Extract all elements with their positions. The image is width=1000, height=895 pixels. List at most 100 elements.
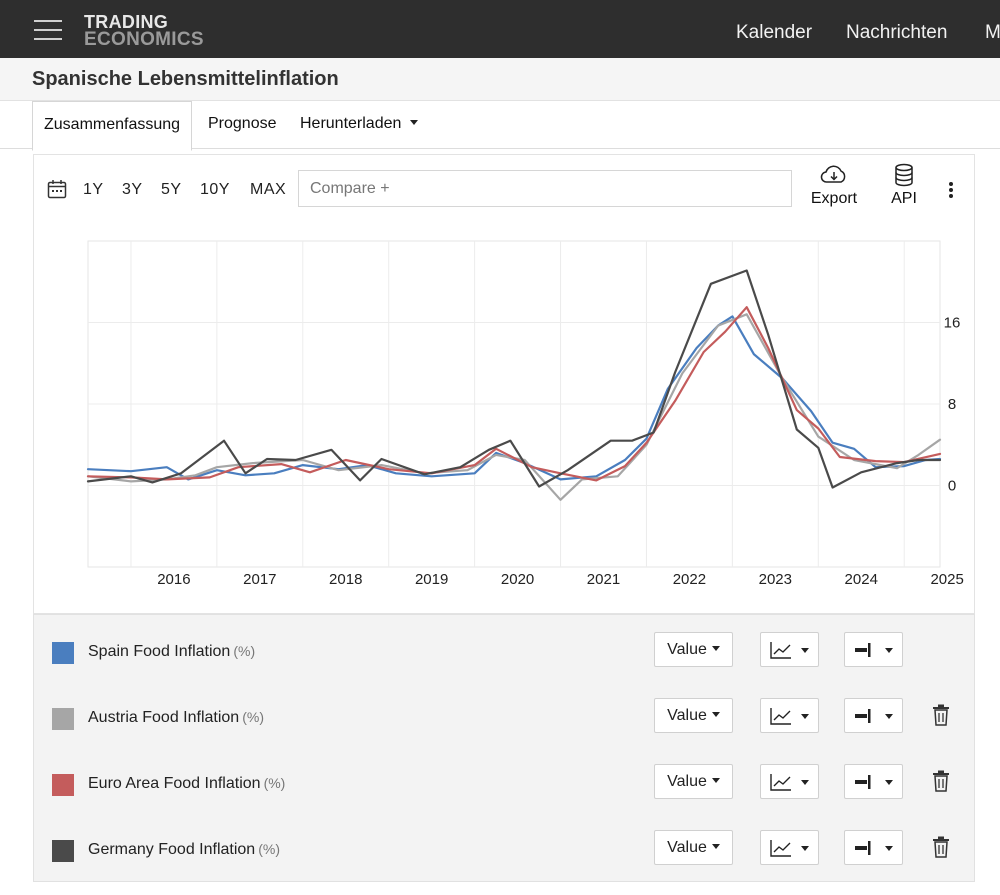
chart-panel: 1Y 3Y 5Y 10Y MAX Export API 2016 2017 2018… xyxy=(33,154,975,614)
chart-type-dropdown[interactable] xyxy=(760,632,819,667)
chevron-down-icon xyxy=(711,778,720,783)
tab-forecast[interactable]: Prognose xyxy=(208,115,277,132)
range-max[interactable]: MAX xyxy=(250,181,287,198)
chevron-down-icon xyxy=(801,648,809,653)
trash-icon[interactable] xyxy=(932,704,950,726)
tab-download-label: Herunterladen xyxy=(300,115,402,132)
tab-download[interactable]: Herunterladen xyxy=(289,101,429,149)
value-dropdown[interactable]: Value xyxy=(654,698,733,733)
range-5y[interactable]: 5Y xyxy=(161,181,182,198)
series-unit: (%) xyxy=(242,709,264,725)
axis-dropdown[interactable] xyxy=(844,764,903,799)
x-tick-label: 2023 xyxy=(759,571,792,588)
series-name: Germany Food Inflation (%) xyxy=(88,841,280,859)
axis-dropdown[interactable] xyxy=(844,698,903,733)
line-chart-icon xyxy=(770,708,791,725)
series-label: Austria Food Inflation xyxy=(88,709,240,726)
logo-line2: ECONOMICS xyxy=(84,29,204,50)
series-color-swatch xyxy=(52,708,74,730)
x-tick-label: 2017 xyxy=(243,571,276,588)
chevron-down-icon xyxy=(885,714,893,719)
trash-icon[interactable] xyxy=(932,836,950,858)
menu-icon[interactable] xyxy=(34,20,62,40)
top-nav-bar: TRADING ECONOMICS Kalender Nachrichten M xyxy=(0,0,1000,58)
series-color-swatch xyxy=(52,642,74,664)
legend-row: Germany Food Inflation (%) Value xyxy=(34,813,976,879)
chevron-down-icon xyxy=(801,714,809,719)
chart-type-dropdown[interactable] xyxy=(760,764,819,799)
database-icon xyxy=(895,163,913,187)
axis-dropdown[interactable] xyxy=(844,830,903,865)
more-options-icon[interactable] xyxy=(944,179,958,201)
series-unit: (%) xyxy=(263,775,286,791)
value-dropdown-label: Value xyxy=(667,773,707,790)
tab-summary[interactable]: Zusammenfassung xyxy=(32,101,193,151)
nav-more[interactable]: M xyxy=(985,22,1000,43)
api-button[interactable]: API xyxy=(886,163,922,208)
series-line-1 xyxy=(86,313,942,501)
legend-row: Euro Area Food Inflation (%) Value xyxy=(34,747,976,813)
x-tick-label: 2024 xyxy=(845,571,878,588)
series-label: Euro Area Food Inflation xyxy=(88,775,261,792)
range-10y[interactable]: 10Y xyxy=(200,181,230,198)
series-line-2 xyxy=(86,306,942,482)
line-chart-icon xyxy=(770,642,791,659)
axis-right-icon xyxy=(855,775,871,789)
chevron-down-icon xyxy=(711,844,720,849)
value-dropdown-label: Value xyxy=(667,641,707,658)
value-dropdown[interactable]: Value xyxy=(654,632,733,667)
series-name: Spain Food Inflation (%) xyxy=(88,643,255,661)
tab-bar: Zusammenfassung Prognose Herunterladen xyxy=(0,101,1000,151)
export-label: Export xyxy=(810,190,858,207)
series-name: Euro Area Food Inflation (%) xyxy=(88,775,285,793)
chevron-down-icon xyxy=(801,780,809,785)
title-bar: Spanische Lebensmittelinflation xyxy=(0,58,1000,101)
series-unit: (%) xyxy=(258,841,280,857)
series-label: Spain Food Inflation xyxy=(88,643,231,660)
chevron-down-icon xyxy=(801,846,809,851)
line-chart-icon xyxy=(770,774,791,791)
x-tick-label: 2021 xyxy=(587,571,620,588)
x-tick-label: 2022 xyxy=(673,571,706,588)
chevron-down-icon xyxy=(711,646,720,651)
nav-calendar[interactable]: Kalender xyxy=(736,22,813,43)
line-chart: 2016 2017 2018 2019 2020 2021 2022 2023 2024 2025… xyxy=(86,240,964,588)
axis-right-icon xyxy=(855,709,871,723)
chevron-down-icon xyxy=(885,846,893,851)
range-3y[interactable]: 3Y xyxy=(122,181,143,198)
y-tick-label: 16 xyxy=(944,315,961,332)
series-unit: (%) xyxy=(233,643,256,659)
calendar-icon[interactable] xyxy=(47,179,67,199)
range-1y[interactable]: 1Y xyxy=(83,181,104,198)
compare-input[interactable] xyxy=(298,170,792,207)
trash-icon[interactable] xyxy=(932,770,950,792)
x-tick-label: 2025 xyxy=(930,571,963,588)
value-dropdown-label: Value xyxy=(667,839,707,856)
chart-type-dropdown[interactable] xyxy=(760,830,819,865)
axis-right-icon xyxy=(855,841,871,855)
chart-type-dropdown[interactable] xyxy=(760,698,819,733)
value-dropdown[interactable]: Value xyxy=(654,764,733,799)
chevron-down-icon xyxy=(885,648,893,653)
y-tick-label: 0 xyxy=(948,478,956,495)
chevron-down-icon xyxy=(711,712,720,717)
line-chart-icon xyxy=(770,840,791,857)
nav-news[interactable]: Nachrichten xyxy=(846,22,948,43)
value-dropdown-label: Value xyxy=(667,707,707,724)
export-button[interactable]: Export xyxy=(806,163,862,208)
x-tick-label: 2016 xyxy=(157,571,190,588)
series-line-0 xyxy=(86,315,942,481)
logo[interactable]: TRADING ECONOMICS xyxy=(84,12,204,50)
logo-line1: TRADING xyxy=(84,12,169,32)
series-color-swatch xyxy=(52,840,74,862)
series-line-3 xyxy=(86,269,942,489)
cloud-download-icon xyxy=(820,165,846,183)
legend-row: Spain Food Inflation (%) Value xyxy=(34,615,976,681)
chevron-down-icon xyxy=(410,120,419,125)
x-tick-label: 2018 xyxy=(329,571,362,588)
series-legend: Spain Food Inflation (%) Value Austria Food… xyxy=(33,614,975,882)
api-label: API xyxy=(891,190,917,207)
value-dropdown[interactable]: Value xyxy=(654,830,733,865)
axis-right-icon xyxy=(855,643,871,657)
axis-dropdown[interactable] xyxy=(844,632,903,667)
